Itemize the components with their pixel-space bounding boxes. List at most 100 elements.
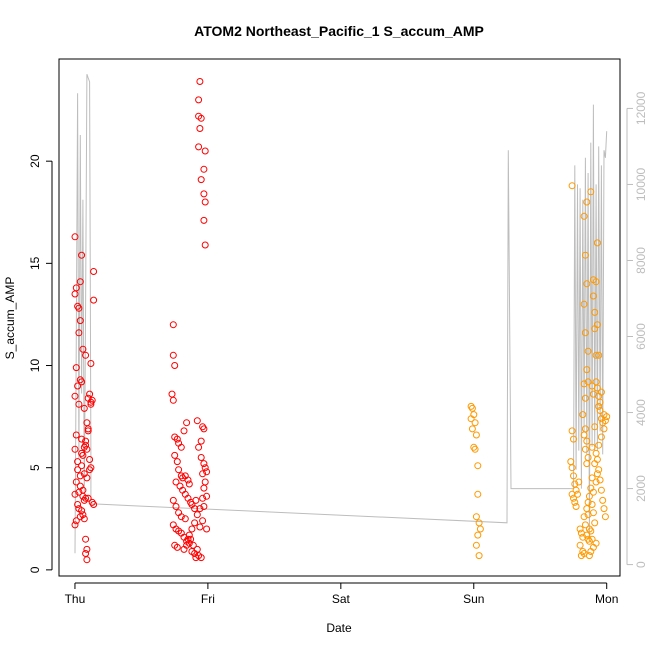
data-point	[90, 296, 98, 304]
chart-title: ATOM2 Northeast_Pacific_1 S_accum_AMP	[194, 23, 484, 39]
data-point	[193, 545, 201, 553]
data-point	[75, 400, 83, 408]
data-point	[200, 460, 208, 468]
data-point	[584, 347, 592, 355]
data-point	[75, 329, 83, 337]
data-point	[580, 212, 588, 220]
data-point	[595, 351, 603, 359]
data-point	[90, 268, 98, 275]
data-point	[568, 427, 576, 435]
x-tick-label: Thu	[65, 592, 86, 606]
data-point	[575, 478, 583, 486]
data-point	[591, 423, 599, 431]
data-point	[471, 419, 479, 427]
data-point	[581, 425, 589, 433]
data-point	[200, 216, 208, 224]
data-point	[78, 435, 86, 443]
data-point	[199, 517, 207, 525]
data-point	[169, 321, 177, 329]
data-point	[572, 503, 580, 510]
data-point	[474, 462, 482, 470]
data-point	[468, 425, 476, 433]
data-point	[80, 404, 88, 412]
data-point	[76, 472, 84, 480]
data-point	[471, 445, 479, 453]
data-point	[199, 494, 207, 502]
data-point	[470, 443, 478, 451]
data-point	[595, 466, 603, 474]
data-point	[72, 478, 80, 486]
data-point	[193, 417, 201, 425]
data-point	[195, 443, 203, 451]
data-point	[574, 490, 581, 498]
data-point	[583, 280, 591, 288]
data-point	[76, 513, 84, 521]
data-point	[79, 492, 87, 500]
data-point	[71, 392, 79, 400]
data-point	[177, 443, 185, 451]
data-point	[601, 513, 609, 521]
data-point	[185, 531, 193, 539]
data-point	[570, 494, 577, 502]
data-point	[592, 478, 600, 486]
x-tick-label: Sun	[463, 592, 484, 606]
y-tick-label: 20	[28, 154, 42, 168]
data-point	[72, 431, 80, 439]
data-point	[88, 396, 96, 404]
y-tick-label: 5	[28, 464, 42, 471]
data-point	[581, 521, 589, 529]
data-point	[171, 362, 179, 369]
data-point	[593, 456, 601, 463]
data-point	[184, 476, 192, 484]
data-point	[173, 435, 181, 443]
data-point	[603, 413, 611, 421]
data-point	[180, 427, 188, 435]
data-point	[76, 278, 84, 286]
data-point	[475, 552, 483, 560]
data-point	[75, 304, 83, 312]
data-point	[184, 535, 192, 543]
data-point	[588, 474, 596, 482]
data-point	[577, 552, 585, 560]
data-point	[78, 449, 86, 457]
data-point	[196, 505, 204, 513]
data-point	[192, 496, 200, 504]
plot-frame	[58, 58, 621, 577]
data-point	[83, 556, 91, 564]
data-point	[197, 114, 205, 122]
data-point	[583, 531, 591, 539]
data-point	[600, 425, 608, 433]
data-point	[84, 425, 92, 433]
y2-tick-label: 4000	[634, 399, 648, 426]
data-point	[187, 535, 195, 543]
data-point	[472, 431, 480, 439]
data-point	[82, 437, 90, 445]
axes: Thu Fri Sat Sun Mon 0 5 10 15 20 0 2000 4000 6000 8000…	[28, 91, 648, 606]
data-point	[191, 505, 199, 513]
data-point	[71, 233, 79, 241]
data-point	[75, 505, 83, 513]
data-point	[579, 411, 587, 419]
data-point	[596, 476, 604, 484]
scatter-points	[71, 78, 611, 564]
data-point	[82, 535, 90, 543]
data-point	[584, 454, 592, 461]
x-tick-label: Mon	[595, 592, 618, 606]
data-point	[580, 380, 588, 388]
data-point	[82, 351, 90, 359]
data-point	[588, 501, 596, 508]
data-point	[175, 466, 183, 474]
data-point	[593, 321, 601, 329]
data-point	[87, 464, 95, 472]
data-point	[593, 470, 601, 478]
data-point	[177, 472, 185, 480]
data-point	[86, 390, 94, 398]
data-point	[476, 525, 484, 533]
data-point	[200, 165, 208, 173]
data-point	[197, 454, 205, 461]
y-tick-label: 10	[28, 359, 42, 373]
data-point	[588, 443, 596, 451]
data-point	[185, 480, 193, 488]
data-point	[74, 501, 82, 508]
data-point	[600, 505, 608, 513]
